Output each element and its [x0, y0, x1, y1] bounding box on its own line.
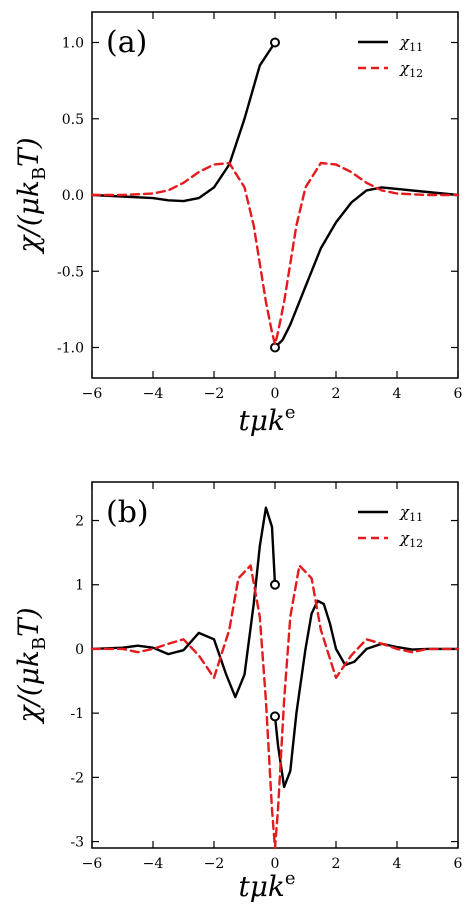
panel-label: (a) [106, 25, 147, 60]
x-axis-label-sup: e [285, 868, 296, 889]
y-tick-label: -3 [70, 835, 84, 851]
x-tick-label: 2 [332, 856, 341, 872]
legend-symbol: χ [399, 503, 410, 521]
y-axis-label-sub: B [29, 167, 50, 180]
legend-symbol: χ [399, 529, 410, 547]
x-tick-label: 4 [393, 856, 402, 872]
x-axis-label-sup: e [285, 402, 296, 423]
series-12-line [90, 564, 460, 850]
x-tick-label: 2 [332, 386, 341, 402]
y-tick-label: 0.5 [62, 112, 84, 128]
open-marker [270, 711, 280, 722]
legend-label-11: χ11 [399, 33, 423, 54]
x-tick-label: −4 [143, 856, 164, 872]
x-axis-label: tμke [238, 868, 295, 903]
series-11-line [90, 506, 277, 699]
legend-subscript: 11 [409, 41, 423, 54]
legend-label-12: χ12 [399, 59, 423, 80]
y-tick-label: -2 [70, 770, 84, 786]
y-tick-label: -1.0 [57, 341, 84, 357]
y-tick-label: 2 [75, 514, 84, 530]
x-tick-label: 6 [454, 386, 463, 402]
y-axis-label-sub: B [29, 637, 50, 650]
y-tick-label: 1.0 [62, 36, 84, 52]
legend-subscript: 12 [409, 67, 423, 80]
legend-symbol: χ [399, 59, 410, 77]
legend-subscript: 12 [409, 537, 423, 550]
x-tick-label: −4 [143, 386, 164, 402]
y-axis-label-main: χ/(μk [12, 650, 45, 725]
x-tick-label: 0 [271, 386, 280, 402]
x-tick-label: 4 [393, 386, 402, 402]
open-marker [270, 37, 280, 48]
series-12-line [90, 161, 460, 346]
x-tick-label: −6 [82, 386, 103, 402]
y-tick-label: -1 [70, 706, 84, 722]
legend-subscript: 11 [409, 511, 423, 524]
y-tick-label: 0.0 [62, 188, 84, 204]
y-axis-label: χ/(μkBT) [12, 137, 50, 254]
x-axis-label-main: tμk [238, 870, 284, 903]
x-tick-label: 0 [271, 856, 280, 872]
y-tick-label: 0 [75, 642, 84, 658]
y-tick-label: 1 [75, 578, 84, 594]
open-marker [270, 579, 280, 590]
legend-label-12: χ12 [399, 529, 423, 550]
legend-label-11: χ11 [399, 503, 423, 524]
legend-symbol: χ [399, 33, 410, 51]
series-11-line [273, 186, 460, 349]
panel-label: (b) [106, 495, 149, 530]
y-axis-label-tail: T) [12, 137, 45, 167]
y-axis-label-tail: T) [12, 607, 45, 637]
y-axis-label: χ/(μkBT) [12, 607, 50, 724]
panel-a: −6 −4 −2 0 2 4 6-1.0-0.50.00.51.0 χ11χ12(a)tμke… [12, 11, 463, 437]
x-axis-label-main: tμk [238, 404, 284, 437]
x-tick-label: −2 [204, 386, 225, 402]
x-tick-label: −2 [204, 856, 225, 872]
x-tick-label: 6 [454, 856, 463, 872]
y-axis-label-main: χ/(μk [12, 180, 45, 255]
series-11-line [90, 41, 277, 203]
series-11-line [273, 599, 460, 789]
x-axis-label: tμke [238, 402, 295, 437]
y-tick-label: -0.5 [57, 264, 84, 280]
x-tick-label: −6 [82, 856, 103, 872]
